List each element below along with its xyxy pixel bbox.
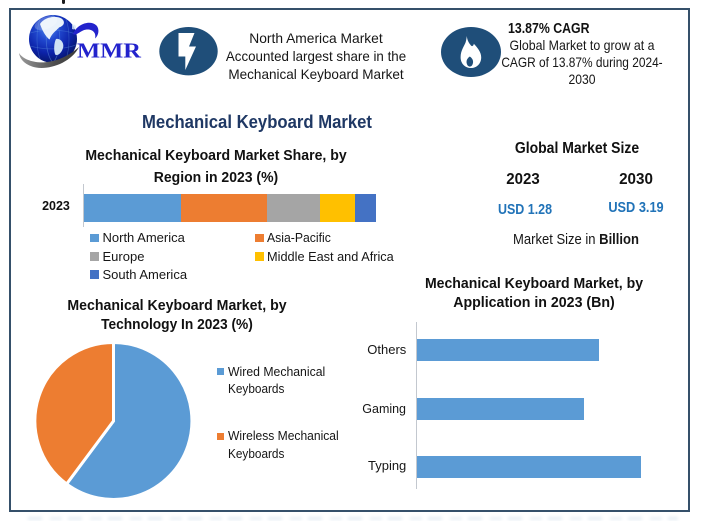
svg-text:MMR: MMR (77, 39, 142, 63)
